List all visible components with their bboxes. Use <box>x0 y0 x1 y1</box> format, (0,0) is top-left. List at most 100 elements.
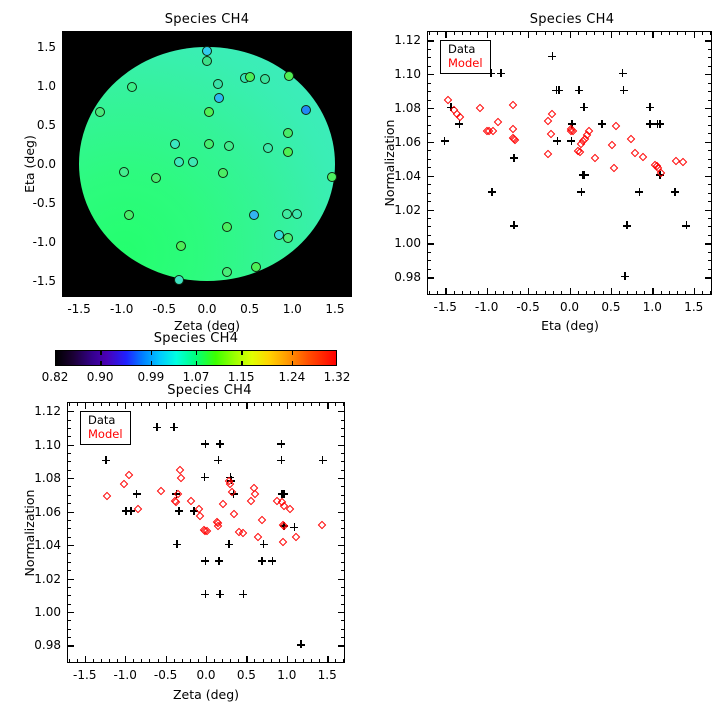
x-minor-tick <box>702 291 704 295</box>
model-point-diamond <box>508 101 517 110</box>
x-minor-tick-top <box>710 31 712 35</box>
y-minor-tick <box>427 226 431 228</box>
y-minor-tick <box>62 222 66 224</box>
x-minor-tick-top <box>258 31 260 35</box>
model-point-diamond <box>678 157 688 167</box>
data-point-plus <box>127 506 136 515</box>
x-major-tick-top <box>84 402 87 409</box>
x-minor-tick <box>232 293 234 297</box>
x-minor-tick-top <box>222 402 224 406</box>
x-minor-tick <box>660 291 662 295</box>
y-minor-tick-right <box>348 105 352 107</box>
y-tick-label: 0.0 <box>36 157 56 171</box>
data-point-plus <box>290 523 299 532</box>
y-major-tick-right <box>345 203 352 205</box>
disc-map-ylabel: Eta (deg) <box>22 135 37 193</box>
model-point-diamond <box>257 515 267 524</box>
field-point-marker <box>263 143 274 154</box>
y-major-tick <box>62 203 69 205</box>
x-minor-tick-top <box>319 402 321 406</box>
model-point-diamond <box>229 509 238 519</box>
field-point-marker <box>202 55 212 66</box>
colorbar-tick-label: 1.15 <box>227 370 255 384</box>
x-minor-tick-top <box>68 402 70 406</box>
x-major-tick <box>693 288 696 295</box>
data-point-plus <box>277 439 286 448</box>
model-point-diamond <box>176 473 186 483</box>
model-point-diamond <box>278 538 288 547</box>
colorbar-tick <box>100 361 102 366</box>
x-minor-tick <box>311 659 313 663</box>
data-point-plus <box>510 153 519 162</box>
data-point-plus <box>580 170 589 179</box>
data-point-plus <box>486 69 495 78</box>
y-minor-tick <box>62 252 66 253</box>
field-point-marker <box>260 73 270 84</box>
y-tick-label: 0.5 <box>36 117 56 132</box>
y-minor-tick-right <box>708 167 712 169</box>
eta-scatter-plot-area[interactable] <box>427 31 712 295</box>
x-tick-label: 1.5 <box>684 300 704 314</box>
field-point-marker <box>248 209 259 220</box>
x-tick-label: -1.0 <box>474 300 499 314</box>
x-minor-tick <box>215 293 217 297</box>
y-minor-tick <box>62 75 66 77</box>
y-major-tick <box>67 578 74 580</box>
x-major-tick <box>327 656 329 663</box>
y-minor-tick-right <box>348 252 352 253</box>
x-minor-tick-top <box>172 31 174 35</box>
x-minor-tick <box>544 291 546 295</box>
x-minor-tick-top <box>157 402 159 406</box>
x-minor-tick <box>294 659 296 663</box>
x-minor-tick <box>149 659 151 663</box>
field-point-marker <box>292 209 303 220</box>
y-minor-tick <box>427 150 431 152</box>
field-point-marker <box>244 72 255 83</box>
y-minor-tick <box>62 105 66 107</box>
y-tick-label: 1.12 <box>394 33 421 48</box>
y-minor-tick-right <box>348 66 352 68</box>
x-minor-tick-top <box>215 31 217 35</box>
x-minor-tick <box>68 659 70 663</box>
y-minor-tick <box>62 212 66 214</box>
x-minor-tick <box>270 659 272 663</box>
field-point-marker <box>222 221 233 232</box>
x-minor-tick-top <box>181 402 183 406</box>
y-minor-tick <box>62 232 66 234</box>
y-minor-tick-right <box>341 427 345 429</box>
y-major-tick <box>67 478 74 480</box>
x-major-tick-top <box>206 402 208 409</box>
x-major-tick-top <box>327 402 329 409</box>
x-minor-tick-top <box>189 31 191 35</box>
x-minor-tick-top <box>602 31 604 35</box>
y-minor-tick <box>67 553 71 555</box>
x-minor-tick-top <box>644 31 646 35</box>
y-major-tick-right <box>338 478 345 480</box>
x-major-tick <box>569 288 571 295</box>
zeta-scatter-plot-area[interactable] <box>67 402 345 663</box>
y-minor-tick-right <box>708 65 712 67</box>
data-point-plus <box>201 556 210 565</box>
y-tick-label: 1.10 <box>394 67 421 82</box>
model-point-diamond <box>607 140 617 150</box>
y-minor-tick-right <box>348 271 352 273</box>
y-major-tick <box>427 175 434 177</box>
y-minor-tick-right <box>708 226 712 228</box>
data-point-plus <box>655 119 664 128</box>
y-minor-tick <box>427 91 431 93</box>
model-point-diamond <box>626 134 636 144</box>
x-major-tick <box>286 656 289 663</box>
data-point-plus <box>510 221 519 230</box>
data-point-plus <box>174 506 183 515</box>
y-major-tick-right <box>705 74 712 76</box>
x-minor-tick <box>189 659 191 663</box>
y-minor-tick-right <box>708 268 712 270</box>
x-minor-tick <box>254 659 256 663</box>
x-minor-tick-top <box>300 31 302 35</box>
colorbar-tick <box>150 361 153 366</box>
x-minor-tick <box>96 293 98 297</box>
x-minor-tick <box>138 293 140 297</box>
field-point-marker <box>300 105 311 116</box>
x-major-tick-top <box>693 31 696 38</box>
y-major-tick-right <box>345 124 352 127</box>
